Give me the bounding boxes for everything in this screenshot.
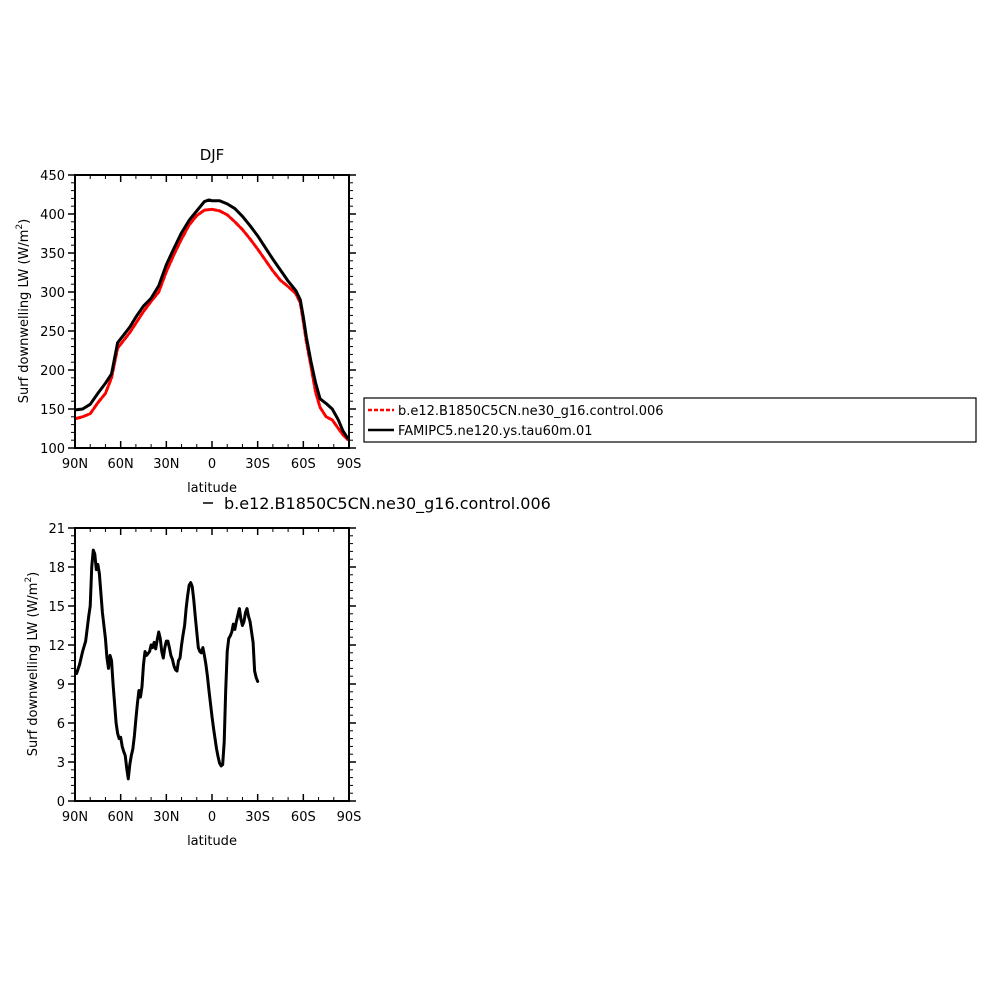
panel-top-y-axis-title-sup: 2 — [15, 224, 25, 230]
panel-bottom-xtick-label-1: 60N — [108, 810, 134, 825]
panel-top-xtick-label-4: 30S — [245, 457, 270, 472]
panel-bottom-ytick-label-3: 9 — [57, 678, 65, 693]
panel-top-xtick-label-3: 0 — [208, 457, 216, 472]
panel-top-ytick-label-7: 450 — [40, 169, 65, 184]
panel-top-series-line-0 — [75, 207, 349, 441]
panel-top-chart: DJF 90N 60N 30N 0 30S 60S 90S 100 150 200 250 300 35… — [15, 146, 361, 496]
panel-bottom-ytick-label-4: 12 — [48, 639, 65, 654]
panel-top-ytick-label-1: 150 — [40, 403, 65, 418]
panel-bottom-xtick-label-4: 30S — [245, 810, 270, 825]
panel-top-y-axis-title-text: Surf downwelling LW (W/m — [17, 230, 32, 404]
panel-bottom-xtick-label-5: 60S — [291, 810, 316, 825]
panel-bottom-ticks: 90N 60N 30N 0 30S 60S 90S 0 3 6 9 12 15 18 21 — [48, 522, 361, 825]
panel-bottom-series-group — [75, 548, 260, 781]
panel-bottom-ytick-label-2: 6 — [57, 717, 65, 732]
panel-bottom-xtick-label-6: 90S — [337, 810, 362, 825]
panel-top-ytick-label-6: 400 — [40, 208, 65, 223]
panel-top-title: DJF — [200, 146, 225, 164]
panel-bottom-y-axis-title-close: ) — [26, 572, 41, 577]
panel-bottom-ytick-label-7: 21 — [48, 522, 65, 537]
panel-top-frame — [74, 174, 350, 449]
panel-bottom-ytick-label-0: 0 — [57, 795, 65, 810]
panel-top-y-axis-title: Surf downwelling LW (W/m2) — [15, 219, 32, 404]
panel-bottom-ytick-label-6: 18 — [48, 561, 65, 576]
panel-top-xtick-label-1: 60N — [108, 457, 134, 472]
panel-bottom-ytick-label-5: 15 — [48, 600, 65, 615]
panel-top-ytick-label-4: 300 — [40, 286, 65, 301]
panel-bottom-chart: b.e12.B1850C5CN.ne30_g16.control.006 90N… — [24, 494, 551, 849]
panel-bottom-xtick-label-3: 0 — [208, 810, 216, 825]
panel-bottom-xtick-label-0: 90N — [62, 810, 88, 825]
panel-top-xtick-label-0: 90N — [62, 457, 88, 472]
panel-top-y-axis-title-close: ) — [17, 219, 32, 224]
panel-top-ytick-label-3: 250 — [40, 325, 65, 340]
legend-label-series-1: b.e12.B1850C5CN.ne30_g16.control.006 — [398, 404, 664, 419]
panel-top-series-line-1 — [75, 198, 349, 440]
legend: b.e12.B1850C5CN.ne30_g16.control.006 FAM… — [363, 397, 977, 443]
panel-top-ytick-label-0: 100 — [40, 442, 65, 457]
panel-bottom-y-axis-title-text: Surf downwelling LW (W/m — [26, 583, 41, 757]
panel-bottom-frame — [74, 527, 350, 802]
panel-bottom-xtick-label-2: 30N — [153, 810, 179, 825]
panel-top-x-axis-title: latitude — [187, 481, 237, 496]
panel-bottom-y-axis-title-sup: 2 — [24, 577, 34, 583]
panel-top-xtick-label-2: 30N — [153, 457, 179, 472]
panel-top-ticks: 90N 60N 30N 0 30S 60S 90S 100 150 200 250 300 350 400… — [40, 169, 361, 472]
panel-bottom-ytick-label-1: 3 — [57, 756, 65, 771]
panel-top-series-group — [75, 198, 349, 441]
panel-bottom-subtitle: b.e12.B1850C5CN.ne30_g16.control.006 — [224, 494, 551, 514]
panel-bottom-series-line-0 — [75, 548, 260, 781]
panel-top-ytick-label-5: 350 — [40, 247, 65, 262]
panel-bottom-x-axis-title: latitude — [187, 834, 237, 849]
panel-top-xtick-label-5: 60S — [291, 457, 316, 472]
panel-top-ytick-label-2: 200 — [40, 364, 65, 379]
legend-label-series-2: FAMIPC5.ne120.ys.tau60m.01 — [398, 424, 593, 439]
legend-box — [363, 397, 977, 443]
panel-bottom-y-axis-title: Surf downwelling LW (W/m2) — [24, 572, 41, 757]
panel-top-xtick-label-6: 90S — [337, 457, 362, 472]
